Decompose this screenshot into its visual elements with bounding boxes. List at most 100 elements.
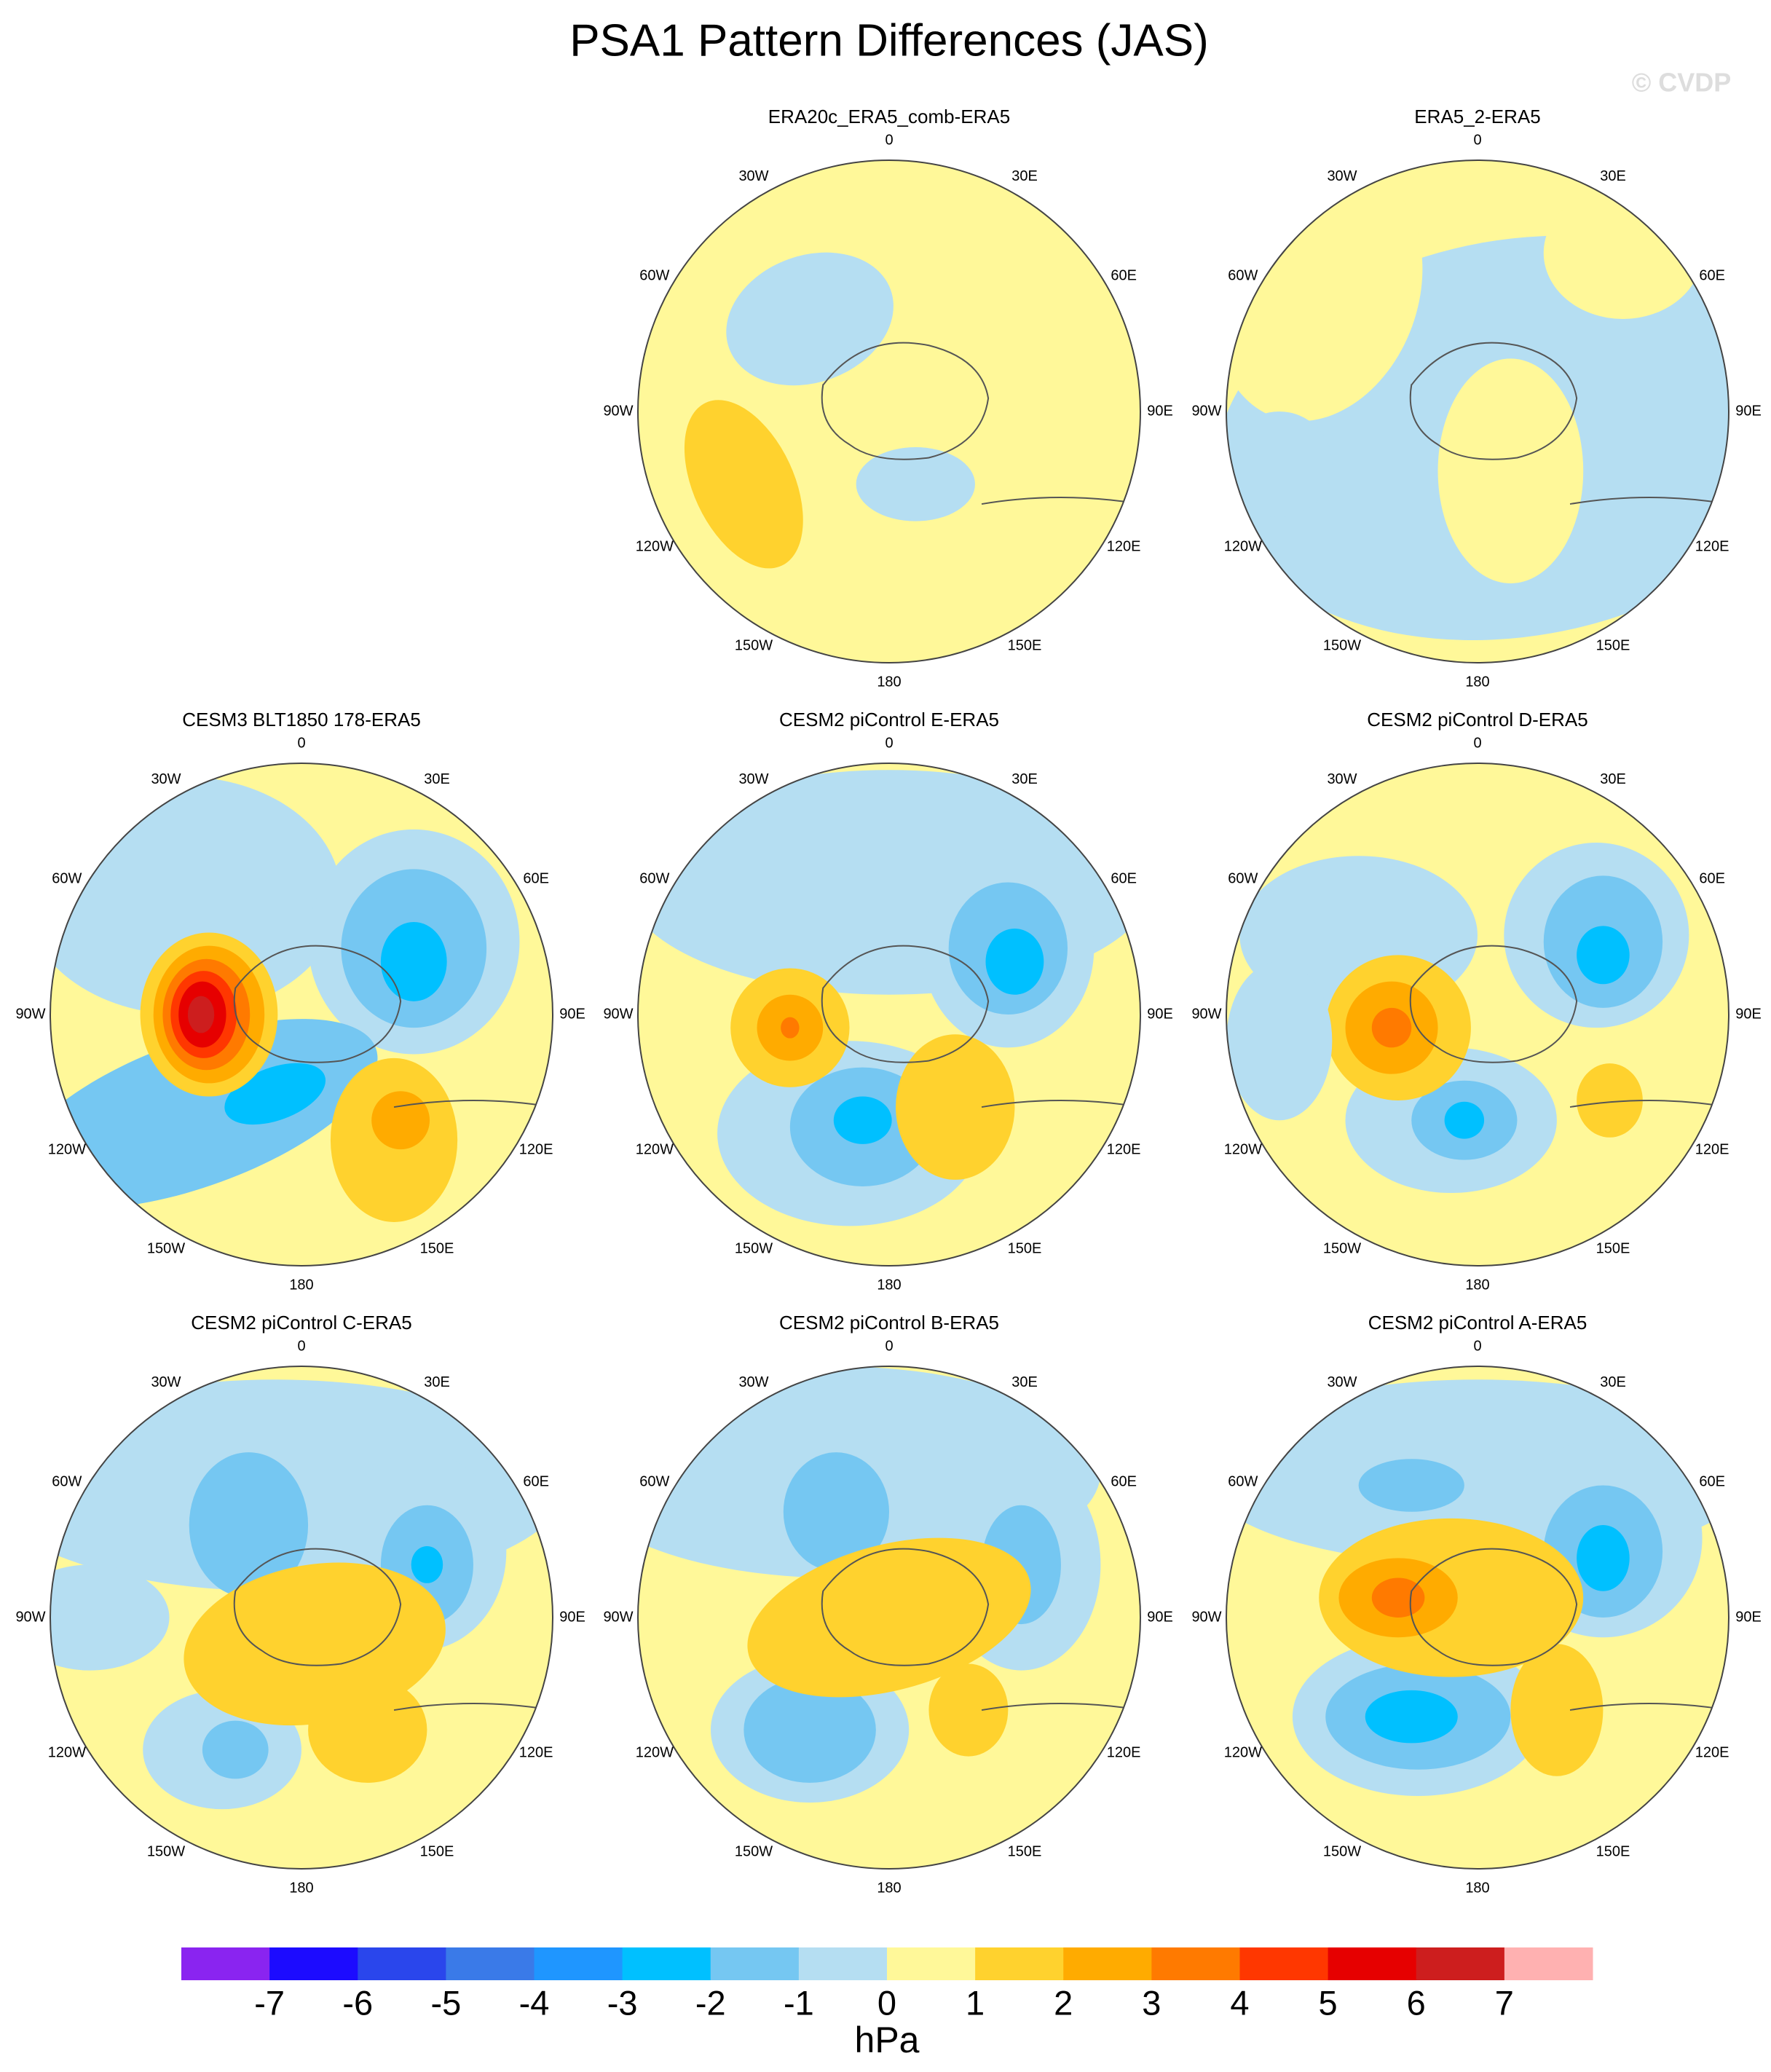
longitude-label: 30W bbox=[151, 771, 181, 787]
colorbar-label: 4 bbox=[1230, 1983, 1249, 2022]
longitude-label: 0 bbox=[885, 735, 893, 751]
contour-field bbox=[638, 160, 1140, 663]
longitude-label: 150E bbox=[1596, 1843, 1630, 1859]
longitude-label: 120W bbox=[636, 538, 674, 554]
coastline bbox=[1409, 342, 1578, 460]
panel-title: CESM2 piControl B-ERA5 bbox=[779, 1312, 999, 1334]
longitude-label: 90W bbox=[603, 1609, 633, 1625]
colorbar-label: 2 bbox=[1054, 1983, 1073, 2022]
longitude-label: 120W bbox=[636, 1744, 674, 1760]
contour-region bbox=[1365, 1690, 1458, 1744]
map-panel: CESM3 BLT1850 178-ERA5 0 30E 60E 90E 120E 150E… bbox=[15, 709, 585, 1293]
contour-field bbox=[1226, 160, 1729, 663]
colorbar-label: 5 bbox=[1319, 1983, 1338, 2022]
contour-region bbox=[684, 400, 803, 569]
longitude-label: 30E bbox=[424, 1374, 450, 1390]
contour-field bbox=[1226, 763, 1729, 1266]
longitude-label: 150W bbox=[735, 637, 773, 653]
contour-field bbox=[50, 1366, 553, 1869]
colorbar-box bbox=[710, 1947, 800, 1980]
colorbar-box bbox=[798, 1947, 888, 1980]
longitude-label: 0 bbox=[885, 1338, 893, 1354]
longitude-label: 180 bbox=[877, 1277, 901, 1293]
coastline bbox=[981, 497, 1140, 505]
contour-region bbox=[1371, 1007, 1412, 1048]
contour-region bbox=[308, 1677, 427, 1783]
longitude-label: 120W bbox=[48, 1141, 86, 1157]
figure-title: PSA1 Pattern Differences (JAS) bbox=[569, 15, 1209, 66]
contour-region bbox=[1371, 1577, 1425, 1618]
longitude-label: 90W bbox=[603, 1006, 633, 1022]
map-panel: CESM2 piControl C-ERA5 0 30E 60E 90E 120E 150E… bbox=[15, 1312, 585, 1896]
map-border bbox=[50, 763, 553, 1267]
coastline bbox=[1569, 1703, 1729, 1711]
colorbar-label: -2 bbox=[695, 1983, 726, 2022]
longitude-label: 150E bbox=[420, 1843, 454, 1859]
contour-region bbox=[1577, 1524, 1630, 1591]
longitude-label: 60W bbox=[1228, 870, 1258, 886]
longitude-label: 120E bbox=[1107, 538, 1141, 554]
longitude-label: 120W bbox=[48, 1744, 86, 1760]
colorbar-box bbox=[181, 1947, 270, 1980]
contour-region bbox=[743, 1677, 876, 1783]
colorbar-label: -1 bbox=[784, 1983, 814, 2022]
contour-region bbox=[1226, 961, 1333, 1121]
colorbar-label: -5 bbox=[430, 1983, 461, 2022]
contour-region bbox=[371, 1091, 430, 1150]
longitude-label: 30E bbox=[1600, 168, 1626, 184]
colorbar: -7 -6 -5 -4 -3 -2 -1 0 1 2 3 4 5 6 7 hPa bbox=[181, 1947, 1593, 2060]
colorbar-box bbox=[269, 1947, 358, 1980]
longitude-label: 120W bbox=[1224, 1744, 1262, 1760]
colorbar-box bbox=[622, 1947, 711, 1980]
longitude-label: 150W bbox=[1323, 637, 1361, 653]
longitude-label: 90E bbox=[1147, 403, 1173, 419]
colorbar-unit: hPa bbox=[855, 2020, 920, 2060]
longitude-label: 30E bbox=[1600, 1374, 1626, 1390]
contour-region bbox=[781, 1017, 800, 1039]
colorbar-box bbox=[1151, 1947, 1240, 1980]
longitude-label: 120E bbox=[1695, 1744, 1729, 1760]
contour-region bbox=[1577, 1063, 1643, 1138]
longitude-label: 30E bbox=[1600, 771, 1626, 787]
contour-region bbox=[896, 1034, 1015, 1180]
contour-field bbox=[638, 763, 1140, 1266]
longitude-label: 150E bbox=[1008, 637, 1042, 653]
longitude-label: 30W bbox=[738, 771, 768, 787]
longitude-label: 0 bbox=[297, 735, 305, 751]
longitude-label: 180 bbox=[289, 1277, 313, 1293]
coastline bbox=[1569, 497, 1729, 505]
longitude-label: 90E bbox=[1735, 1006, 1762, 1022]
longitude-label: 90W bbox=[15, 1609, 45, 1625]
longitude-label: 150W bbox=[147, 1240, 185, 1256]
colorbar-box bbox=[446, 1947, 535, 1980]
longitude-label: 120E bbox=[1695, 1141, 1729, 1157]
longitude-label: 180 bbox=[877, 674, 901, 690]
colorbar-box bbox=[1504, 1947, 1593, 1980]
colorbar-box bbox=[887, 1947, 976, 1980]
map-border bbox=[637, 159, 1141, 663]
longitude-label: 0 bbox=[1473, 132, 1481, 148]
longitude-label: 30W bbox=[1327, 1374, 1357, 1390]
longitude-label: 90W bbox=[1191, 403, 1221, 419]
contour-region bbox=[1577, 926, 1630, 985]
colorbar-label: -7 bbox=[254, 1983, 285, 2022]
map-panel: CESM2 piControl D-ERA5 0 30E 60E 90E 120E 150E… bbox=[1191, 709, 1761, 1293]
longitude-label: 30W bbox=[1327, 168, 1357, 184]
longitude-label: 150W bbox=[147, 1843, 185, 1859]
longitude-label: 60W bbox=[52, 1473, 82, 1489]
longitude-label: 120W bbox=[636, 1141, 674, 1157]
longitude-label: 90E bbox=[1147, 1006, 1173, 1022]
panel-title: ERA20c_ERA5_comb-ERA5 bbox=[768, 106, 1010, 127]
coastline bbox=[393, 1100, 553, 1108]
contour-region bbox=[1437, 358, 1584, 583]
contour-field bbox=[638, 1366, 1140, 1869]
panel-title: CESM3 BLT1850 178-ERA5 bbox=[182, 709, 421, 730]
coastline bbox=[821, 945, 990, 1063]
longitude-label: 0 bbox=[1473, 735, 1481, 751]
colorbar-label: 1 bbox=[966, 1983, 985, 2022]
longitude-label: 60W bbox=[639, 267, 669, 283]
panel-title: CESM2 piControl C-ERA5 bbox=[191, 1312, 411, 1334]
map-panel: CESM2 piControl A-ERA5 0 30E 60E 90E 120E 150E… bbox=[1191, 1312, 1761, 1896]
contour-region bbox=[1358, 1459, 1464, 1512]
